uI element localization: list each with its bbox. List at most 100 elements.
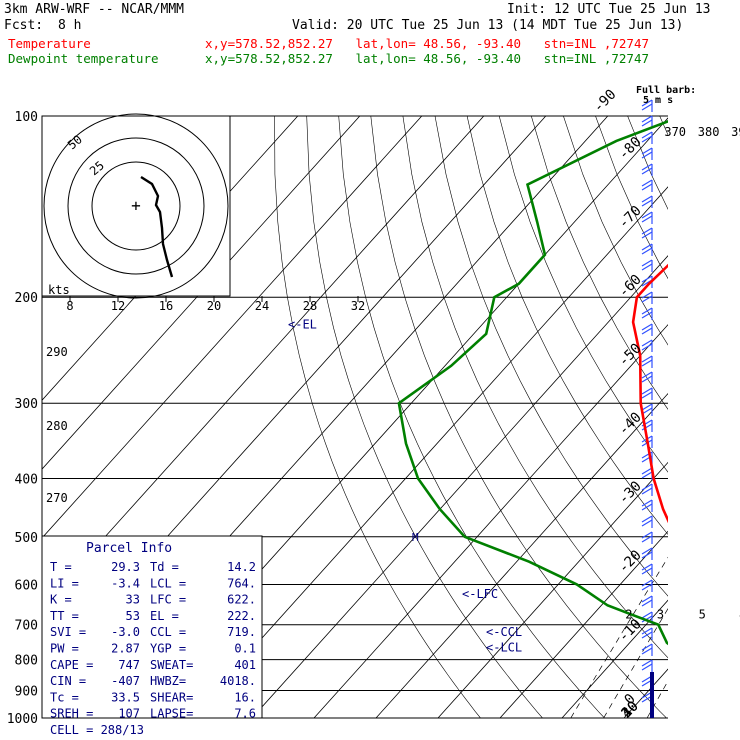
- wind-barb-flag: [641, 259, 653, 267]
- parcel-info-value: 7.6: [234, 707, 256, 721]
- hodograph-ring: [67, 137, 205, 275]
- wind-barb-flag: [641, 151, 653, 159]
- wind-barb-flag: [641, 423, 653, 431]
- wind-barb-flag: [641, 483, 653, 491]
- wind-barb-flag: [641, 343, 653, 351]
- wind-barb-flag: [641, 355, 653, 363]
- level-marker-label: <-LFC: [462, 587, 498, 601]
- adiabat-lines: [274, 116, 668, 718]
- temperature-legend-label: Temperature: [8, 36, 91, 51]
- dry-adiabat-line: [402, 116, 668, 659]
- wind-barb-flag: [641, 183, 653, 191]
- parcel-info-key: LFC =: [150, 593, 186, 607]
- mixing-ratio-label: 5: [699, 608, 706, 622]
- wind-barb-flag: [641, 103, 653, 111]
- inset-tick-label: 24: [255, 299, 269, 313]
- wind-barb-flag: [641, 371, 653, 379]
- parcel-info-value: 53: [126, 609, 140, 623]
- inset-frame: [41, 115, 231, 297]
- wind-barb-surface-column: [650, 672, 654, 718]
- inset-tick-label: 20: [207, 299, 221, 313]
- wind-barb-flag: [641, 359, 653, 367]
- wind-barb-flag: [641, 179, 653, 187]
- parcel-info-value: -407: [111, 674, 140, 688]
- parcel-info-value: 4018.: [220, 674, 256, 688]
- wind-barb-flag: [641, 499, 653, 507]
- wind-barb-flag: [641, 195, 653, 203]
- parcel-info-key: CIN =: [50, 674, 86, 688]
- parcel-info-value: 401: [234, 658, 256, 672]
- theta-label: 380: [698, 125, 720, 139]
- forecast-label: Fcst:: [4, 18, 44, 33]
- parcel-info-panel: Parcel Info T = 29.3 Td = 14.2 LI = -3.4 LCL = 7…: [41, 535, 263, 737]
- hodograph-center-mark: +: [131, 196, 141, 215]
- temperature-profile-line: [631, 263, 668, 524]
- hodograph-ring: [43, 113, 229, 299]
- parcel-info-key: SREH =: [50, 707, 93, 721]
- pressure-tick-label: 300: [15, 397, 38, 412]
- wind-barb-flag: [641, 615, 653, 623]
- parcel-info-key: SWEAT=: [150, 658, 193, 672]
- wind-barb-flag: [641, 163, 653, 171]
- parcel-info-value: 107: [118, 707, 140, 721]
- inset-tick-label: 12: [111, 299, 125, 313]
- dry-adiabat-line: [434, 116, 668, 597]
- theta-label: 370: [664, 125, 686, 139]
- dewpoint-legend-label: Dewpoint temperature: [8, 51, 159, 66]
- isotherm-label: -30: [616, 478, 645, 507]
- dewpoint-profile-line: [397, 119, 668, 646]
- parcel-info-key: TT =: [50, 609, 79, 623]
- isotherm-line: [42, 116, 361, 470]
- parcel-info-key: YGP =: [150, 642, 186, 656]
- dewpoint-legend-info: x,y=578.52,852.27 lat,lon= 48.56, -93.40…: [205, 51, 650, 66]
- wind-barb-flag: [641, 403, 653, 411]
- dry-adiabat-line: [338, 116, 605, 718]
- wind-barb-flag: [641, 643, 653, 651]
- mixing-ratio-line: [727, 478, 740, 718]
- wind-barb-flag: [641, 515, 653, 523]
- wind-barb-flag: [641, 295, 653, 303]
- mixing-ratio-label: 2: [625, 608, 632, 622]
- wind-barb-flag: [641, 547, 653, 555]
- isotherm-label: -10: [616, 616, 645, 645]
- pressure-tick-label: 900: [15, 684, 38, 699]
- valid-time: Valid: 20 UTC Tue 25 Jun 13 (14 MDT Tue …: [292, 18, 684, 33]
- wind-barb-flag: [641, 291, 653, 299]
- wind-barb-flag: [641, 263, 653, 271]
- wind-barb-flag: [641, 99, 653, 107]
- parcel-info-value: 719.: [227, 625, 256, 639]
- wind-barb-flag: [641, 147, 653, 155]
- sounding-series: [397, 119, 668, 646]
- dry-adiabat-line: [370, 116, 667, 718]
- mixing-ratio-label: 3: [657, 608, 664, 622]
- inset-tick-label: 28: [303, 299, 317, 313]
- wind-barb-flag: [641, 611, 653, 619]
- wind-barb-flag: [641, 663, 653, 671]
- dry-adiabat-line: [498, 116, 668, 473]
- inset-tick-label: 32: [351, 299, 365, 313]
- level-marker-label: <-CCL: [486, 625, 522, 639]
- parcel-info-key: EL =: [150, 609, 179, 623]
- inset-theta-label: 280: [46, 419, 68, 433]
- wind-barb-flag: [641, 627, 653, 635]
- wind-barb-flag: [641, 227, 653, 235]
- temperature-legend-info: x,y=578.52,852.27 lat,lon= 48.56, -93.40…: [205, 36, 650, 51]
- dry-adiabat-line: [306, 116, 543, 718]
- wind-barb-flag: [641, 167, 653, 175]
- isotherm-line: [375, 392, 668, 718]
- parcel-info-box: [41, 535, 263, 719]
- wind-barb-flag: [641, 531, 653, 539]
- parcel-info-key: Tc =: [50, 690, 79, 704]
- wind-barb-flag: [641, 243, 653, 251]
- pressure-tick-label: 1000: [7, 712, 38, 727]
- wind-barb-flag: [641, 275, 653, 283]
- dry-adiabat-line: [659, 116, 668, 136]
- wind-barb-flag: [641, 631, 653, 639]
- wind-barbs: Full barb:5 m s: [636, 85, 696, 718]
- pressure-tick-label: 800: [15, 654, 38, 669]
- wind-barb-flag: [641, 391, 653, 399]
- wind-barb-flag: [641, 323, 653, 331]
- wind-barb-flag: [641, 503, 653, 511]
- level-marker-label: <-EL: [288, 318, 317, 332]
